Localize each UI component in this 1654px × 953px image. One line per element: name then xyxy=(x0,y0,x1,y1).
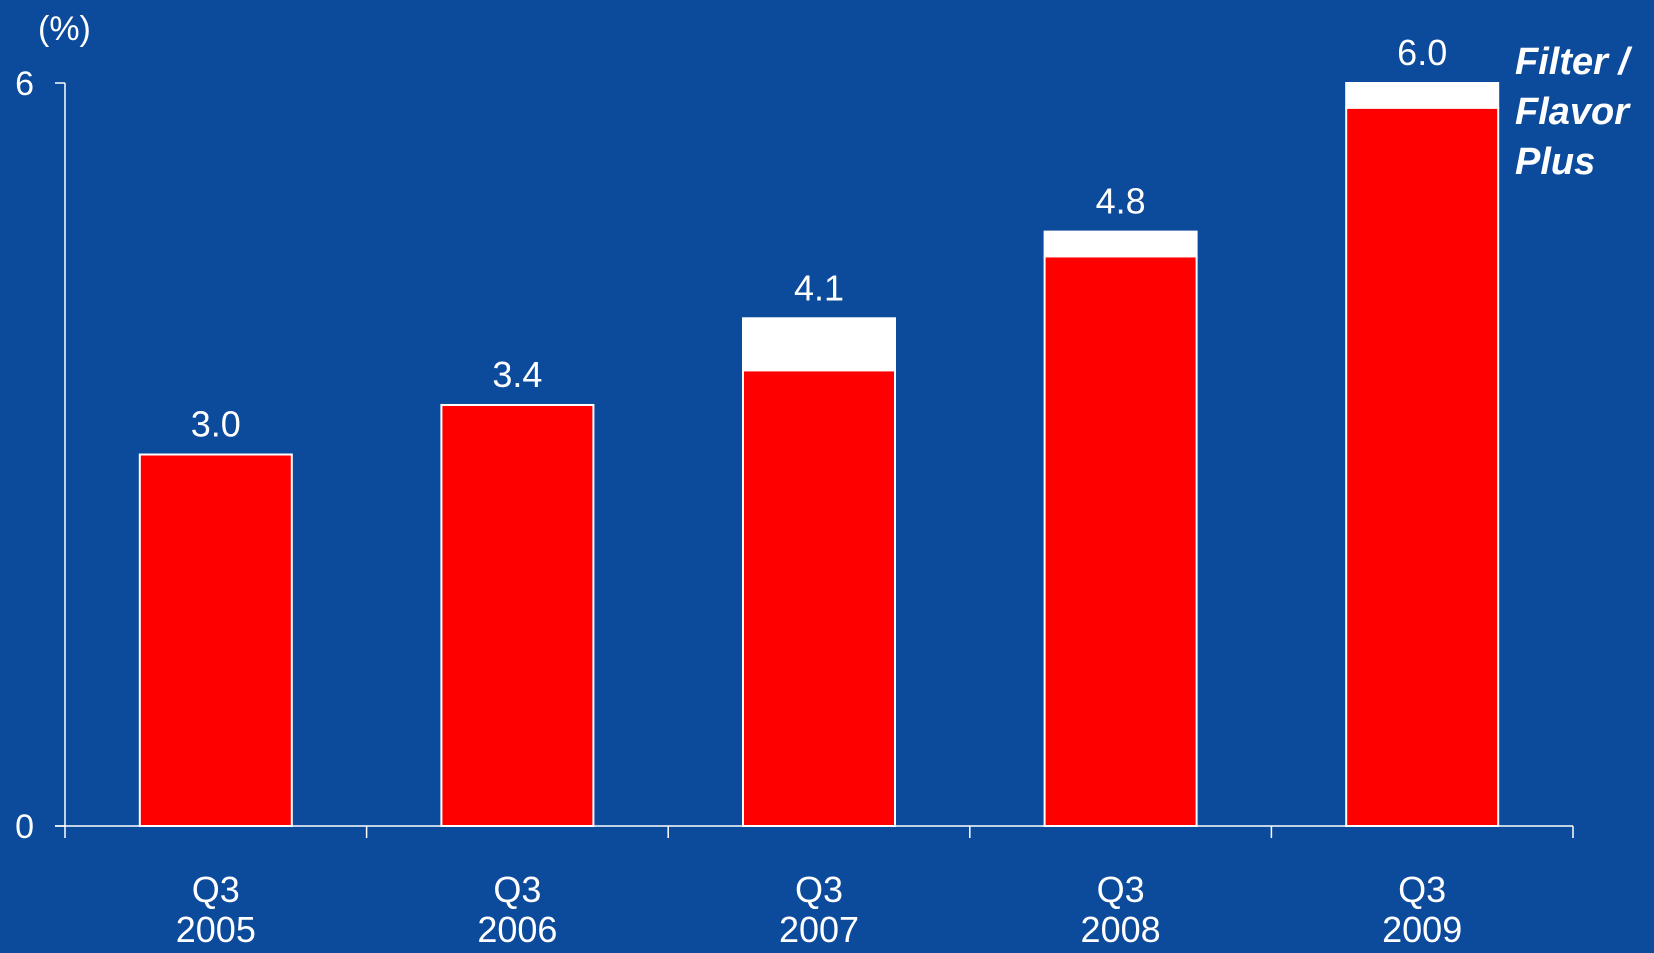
legend: Filter / Flavor Plus xyxy=(1515,41,1632,183)
data-labels: 3.0 3.4 4.1 4.8 6.0 xyxy=(191,32,1447,445)
y-tick-label: 0 xyxy=(15,808,34,846)
axes: 0 6 Q3 2005 Q3 2006 Q3 2007 Q3 2008 Q3 2009 xyxy=(15,65,1574,950)
legend-label-filter-flavor-plus: Filter / Flavor Plus xyxy=(1515,41,1632,183)
bar-segment-base xyxy=(440,403,595,827)
x-tick-label: Q3 2009 xyxy=(1382,869,1462,950)
x-tick-label: Q3 2006 xyxy=(477,869,557,950)
bar-value-label: 3.0 xyxy=(191,404,241,445)
bar-value-label: 4.8 xyxy=(1096,181,1146,222)
bar-segment-base xyxy=(1043,255,1198,828)
bar-segment-filter-flavor-plus xyxy=(1043,230,1198,258)
bar-segment-filter-flavor-plus xyxy=(742,317,896,372)
bar-value-label: 3.4 xyxy=(492,354,542,395)
bar-value-label: 6.0 xyxy=(1397,32,1447,73)
y-unit-label: (%) xyxy=(38,10,91,48)
bar-segment-base xyxy=(138,453,293,827)
bar-value-label: 4.1 xyxy=(794,267,844,308)
bar-segment-base xyxy=(742,369,896,827)
x-tick-label: Q3 2007 xyxy=(779,869,859,950)
bars xyxy=(138,82,1500,828)
bar-segment-base xyxy=(1345,106,1500,828)
x-tick-label: Q3 2008 xyxy=(1081,869,1161,950)
x-tick-label: Q3 2005 xyxy=(176,869,256,950)
y-tick-label: 6 xyxy=(15,65,34,103)
bar-segment-filter-flavor-plus xyxy=(1345,82,1500,109)
